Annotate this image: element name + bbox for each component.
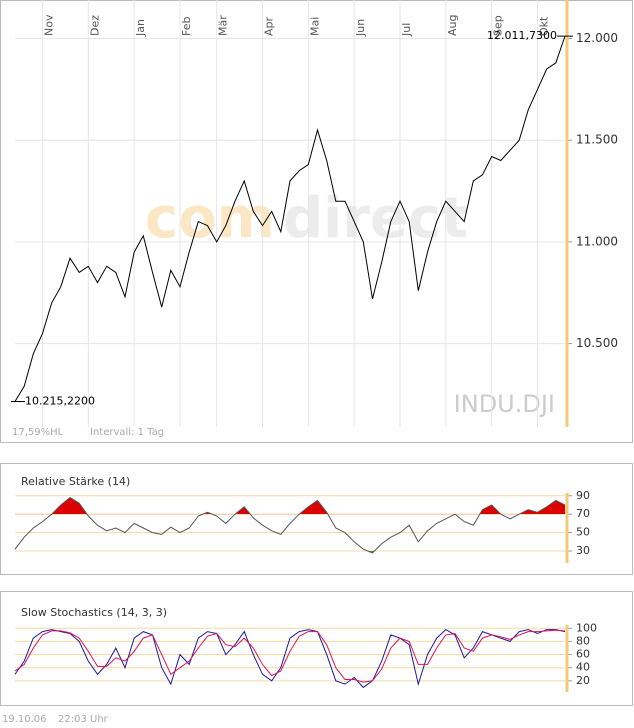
value-label: 12.011,7300 bbox=[487, 29, 557, 42]
x-tick-label: Feb bbox=[180, 17, 193, 36]
y-tick-label: 40 bbox=[576, 661, 590, 674]
footer-time: 22:03 Uhr bbox=[58, 714, 109, 725]
stoch-panel bbox=[0, 591, 633, 706]
y-tick-label: 60 bbox=[576, 648, 590, 661]
main-panel bbox=[0, 0, 633, 443]
panel-title: Slow Stochastics (14, 3, 3) bbox=[21, 606, 167, 619]
line bbox=[14, 629, 566, 683]
y-tick-label: 10.500 bbox=[576, 336, 618, 350]
x-tick-label: Jan bbox=[134, 19, 147, 37]
rsi-panel bbox=[0, 463, 633, 575]
symbol: INDU.DJI bbox=[454, 390, 555, 418]
value-label: 10.215,2200 bbox=[25, 395, 95, 408]
footer-date: 19.10.06 bbox=[2, 714, 47, 725]
y-tick-label: 100 bbox=[576, 621, 597, 634]
y-tick-label: 90 bbox=[576, 489, 590, 502]
panel-title: Relative Stärke (14) bbox=[21, 475, 130, 488]
x-tick-label: Mär bbox=[217, 15, 230, 36]
x-tick-label: Sep bbox=[492, 15, 505, 36]
x-tick-label: Dez bbox=[88, 15, 101, 36]
watermark-com: com bbox=[145, 186, 275, 251]
watermark-direct: direct bbox=[283, 186, 468, 251]
line bbox=[14, 628, 566, 689]
interval: Intervall: 1 Tag bbox=[90, 427, 164, 438]
line bbox=[14, 35, 566, 402]
line bbox=[14, 496, 566, 554]
x-tick-label: Mai bbox=[308, 17, 321, 36]
y-tick-label: 50 bbox=[576, 526, 590, 539]
info: 17,59%HL bbox=[12, 427, 64, 438]
y-tick-label: 70 bbox=[576, 507, 590, 520]
overbought-fill bbox=[15, 497, 565, 515]
x-tick-label: Apr bbox=[263, 16, 276, 36]
x-tick-label: Jul bbox=[400, 23, 413, 37]
y-tick-label: 11.000 bbox=[576, 234, 618, 248]
x-tick-label: Jun bbox=[354, 19, 367, 37]
y-tick-label: 80 bbox=[576, 634, 590, 647]
x-tick-label: Aug bbox=[446, 15, 459, 36]
y-tick-label: 30 bbox=[576, 544, 590, 557]
y-tick-label: 11.500 bbox=[576, 133, 618, 147]
y-tick-label: 12.000 bbox=[576, 31, 618, 45]
x-tick-label: Okt bbox=[538, 16, 551, 36]
y-tick-label: 20 bbox=[576, 674, 590, 687]
x-tick-label: Nov bbox=[43, 14, 56, 36]
